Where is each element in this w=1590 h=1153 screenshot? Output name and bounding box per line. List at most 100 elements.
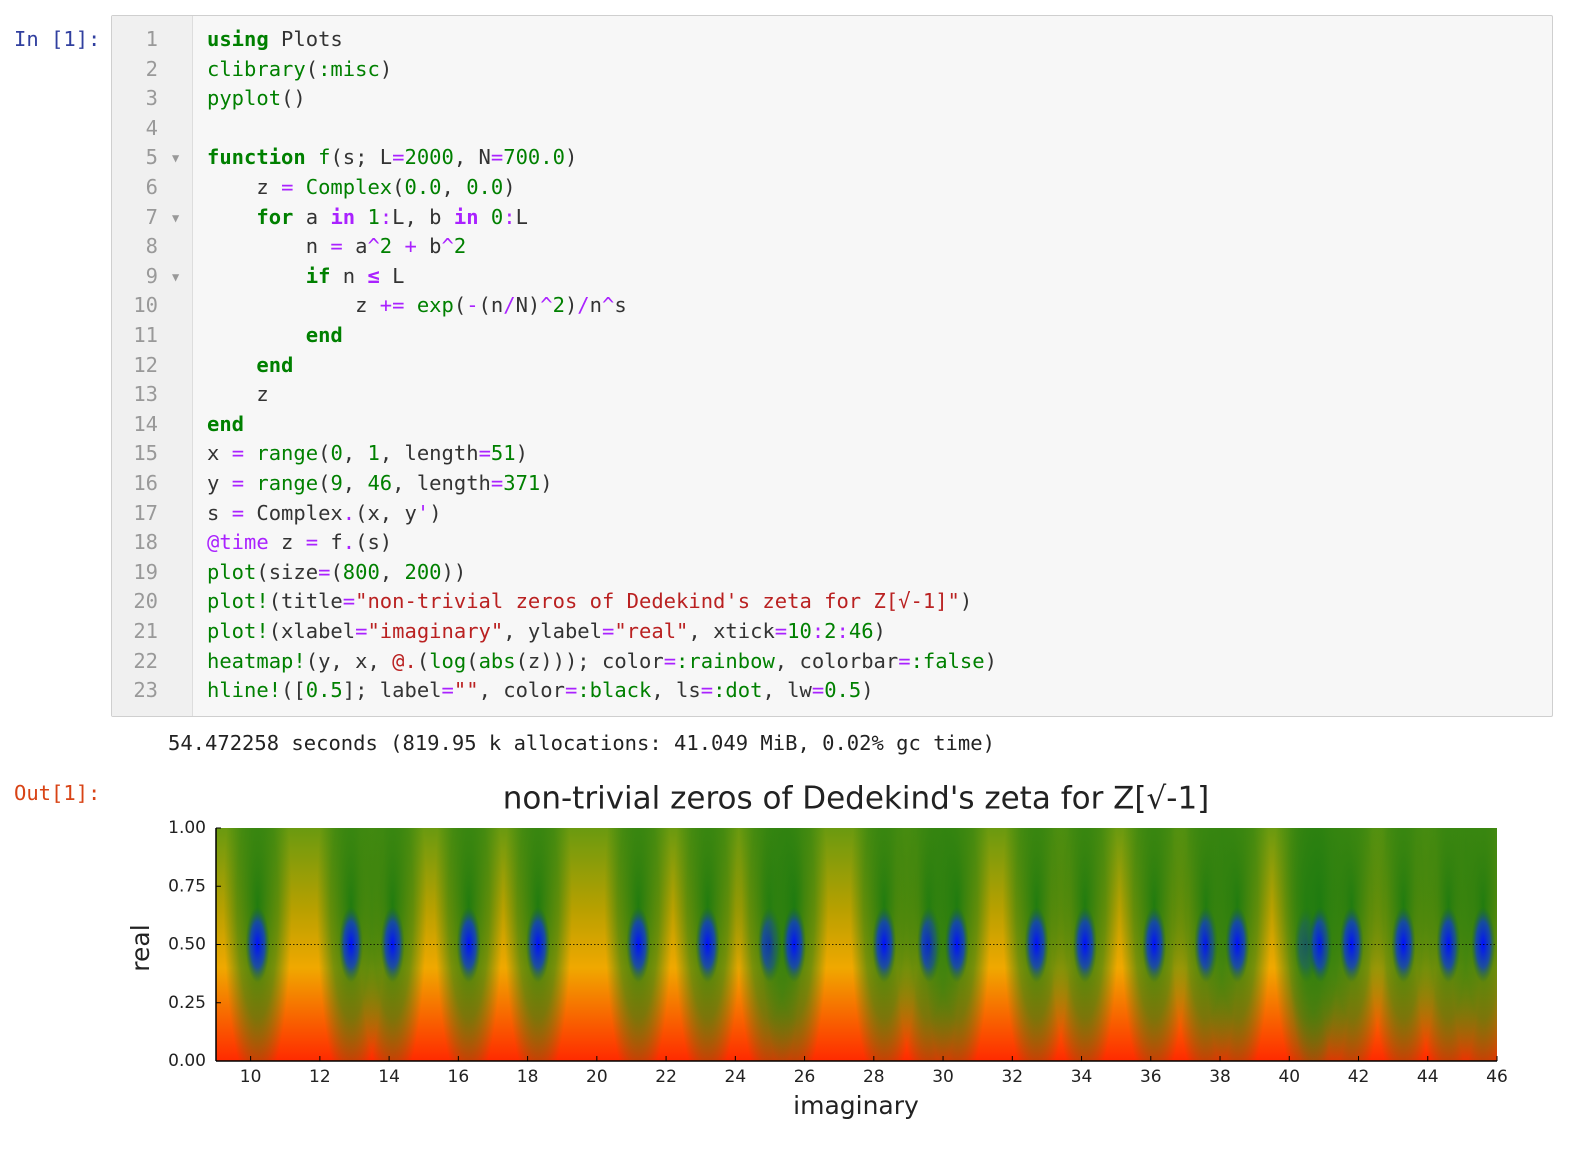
code-line: using Plots <box>207 27 343 51</box>
code-line: clibrary(:misc) <box>207 57 392 81</box>
code-token: plot <box>207 559 257 584</box>
code-token <box>244 441 256 465</box>
code-token: = <box>663 648 677 673</box>
code-token: ( <box>416 648 430 673</box>
x-tick-label: 40 <box>1278 1067 1300 1087</box>
code-token: ( <box>305 56 319 81</box>
code-token: f <box>318 145 331 170</box>
code-token: 46 <box>367 471 393 495</box>
code-token: Plots <box>268 27 343 51</box>
code-token: (x, y <box>355 500 417 525</box>
code-token: 1 <box>367 441 380 466</box>
x-tick-label: 14 <box>378 1067 400 1087</box>
line-number: 3 <box>145 86 158 111</box>
code-token: , ls <box>651 678 701 703</box>
code-token: ) <box>503 175 516 199</box>
stdout: 54.472258 seconds (819.95 k allocations:… <box>168 731 995 755</box>
x-tick-label: 24 <box>725 1067 747 1087</box>
code-line: plot(size=(800, 200)) <box>207 560 466 584</box>
code-token: log <box>429 648 467 673</box>
chart-title: non-trivial zeros of Dedekind's zeta for… <box>503 781 1210 817</box>
code-token: : <box>811 619 825 643</box>
code-line: end <box>207 412 244 436</box>
code-token: using <box>207 27 269 51</box>
code-token: : <box>379 204 393 229</box>
line-number: 6 <box>145 175 158 199</box>
line-number: 16 <box>133 471 158 495</box>
line-number: 12 <box>133 352 158 377</box>
code-token: / <box>577 293 590 318</box>
code-token: (s; L <box>330 145 393 170</box>
gutter: 1 2 3 4 5 ▼ 6 7 ▼ 8 9 ▼ 10 11 12 13 14 15 16 17 18 19 20 21 22 23 <box>112 16 193 716</box>
line-number: 19 <box>133 559 158 584</box>
line-number: 9 <box>145 263 158 288</box>
code-token: range <box>256 441 319 466</box>
code-token: = <box>441 678 454 703</box>
line-number: 15 <box>133 441 158 466</box>
code-token: ( <box>466 648 479 673</box>
code-token: = <box>318 559 331 584</box>
line-number: 17 <box>133 500 158 525</box>
code-token: = <box>490 471 504 495</box>
code-token <box>479 205 491 229</box>
x-tick-label: 12 <box>309 1067 331 1087</box>
line-number: 13 <box>133 382 158 407</box>
code-token: ) <box>564 293 578 318</box>
code-token: :black <box>577 678 652 703</box>
code-token: n <box>330 263 368 288</box>
code-token: in <box>453 204 479 229</box>
code-token: ) <box>984 648 997 673</box>
code-token: y <box>207 471 232 495</box>
code-line: x = range(0, 1, length=51) <box>207 441 528 465</box>
code-token: ( <box>453 293 467 318</box>
code-cell[interactable]: 1 2 3 4 5 ▼ 6 7 ▼ 8 9 ▼ 10 11 12 13 14 15 16 17 18 19 20 21 22 23… <box>111 15 1553 717</box>
code-line: z = Complex(0.0, 0.0) <box>207 175 516 199</box>
code-token: ([ <box>281 678 306 703</box>
code-token: "imaginary" <box>367 619 504 643</box>
code-token: ) <box>379 56 393 81</box>
chart: non-trivial zeros of Dedekind's zeta for… <box>126 781 1508 1121</box>
code-token: in <box>330 204 356 229</box>
zero <box>380 906 405 983</box>
code-token: @. <box>392 648 417 673</box>
input-prompt: In [1]: <box>14 27 101 51</box>
code-token: range <box>256 471 319 495</box>
code-token: = <box>478 441 491 466</box>
code-token: 2 <box>552 293 565 318</box>
code-token: pyplot <box>207 86 282 111</box>
code-token <box>404 293 416 317</box>
code-token: end <box>305 323 343 347</box>
code-token: = <box>305 530 319 555</box>
zero <box>245 906 270 983</box>
code-token: s <box>207 500 232 525</box>
code-token: 46 <box>848 619 874 643</box>
code-line: s = Complex.(x, y') <box>207 501 442 525</box>
code-token: 9 <box>330 471 343 495</box>
code-token: , <box>441 175 467 199</box>
fold-arrow: ▼ <box>172 210 180 225</box>
code-line: heatmap!(y, x, @.(log(abs(z))); color=:r… <box>207 649 997 673</box>
line-number: 20 <box>133 589 158 614</box>
code-token: 2 <box>824 619 837 643</box>
code-token: z <box>207 293 380 318</box>
code-line: function f(s; L=2000, N=700.0) <box>207 145 577 169</box>
code-token: "" <box>453 678 479 703</box>
code-token: ^ <box>540 293 553 318</box>
y-axis-label: real <box>126 924 155 971</box>
zero <box>626 906 651 983</box>
code-token: , <box>342 471 368 495</box>
code-token: :false <box>910 648 985 673</box>
code-token: n <box>589 293 602 318</box>
code-token: (z))); color <box>515 648 664 673</box>
code-line: hline!([0.5]; label="", color=:black, ls… <box>207 678 874 702</box>
code-line: z <box>207 382 268 406</box>
code-token: , color <box>478 678 565 703</box>
code-token: = <box>231 471 245 495</box>
code-token: plot! <box>207 619 269 643</box>
x-axis-label: imaginary <box>793 1091 919 1120</box>
code-token: )) <box>441 559 467 584</box>
code-token <box>207 323 306 347</box>
x-tick-label: 30 <box>932 1067 954 1087</box>
code-token <box>207 205 256 229</box>
zero <box>1225 906 1250 983</box>
